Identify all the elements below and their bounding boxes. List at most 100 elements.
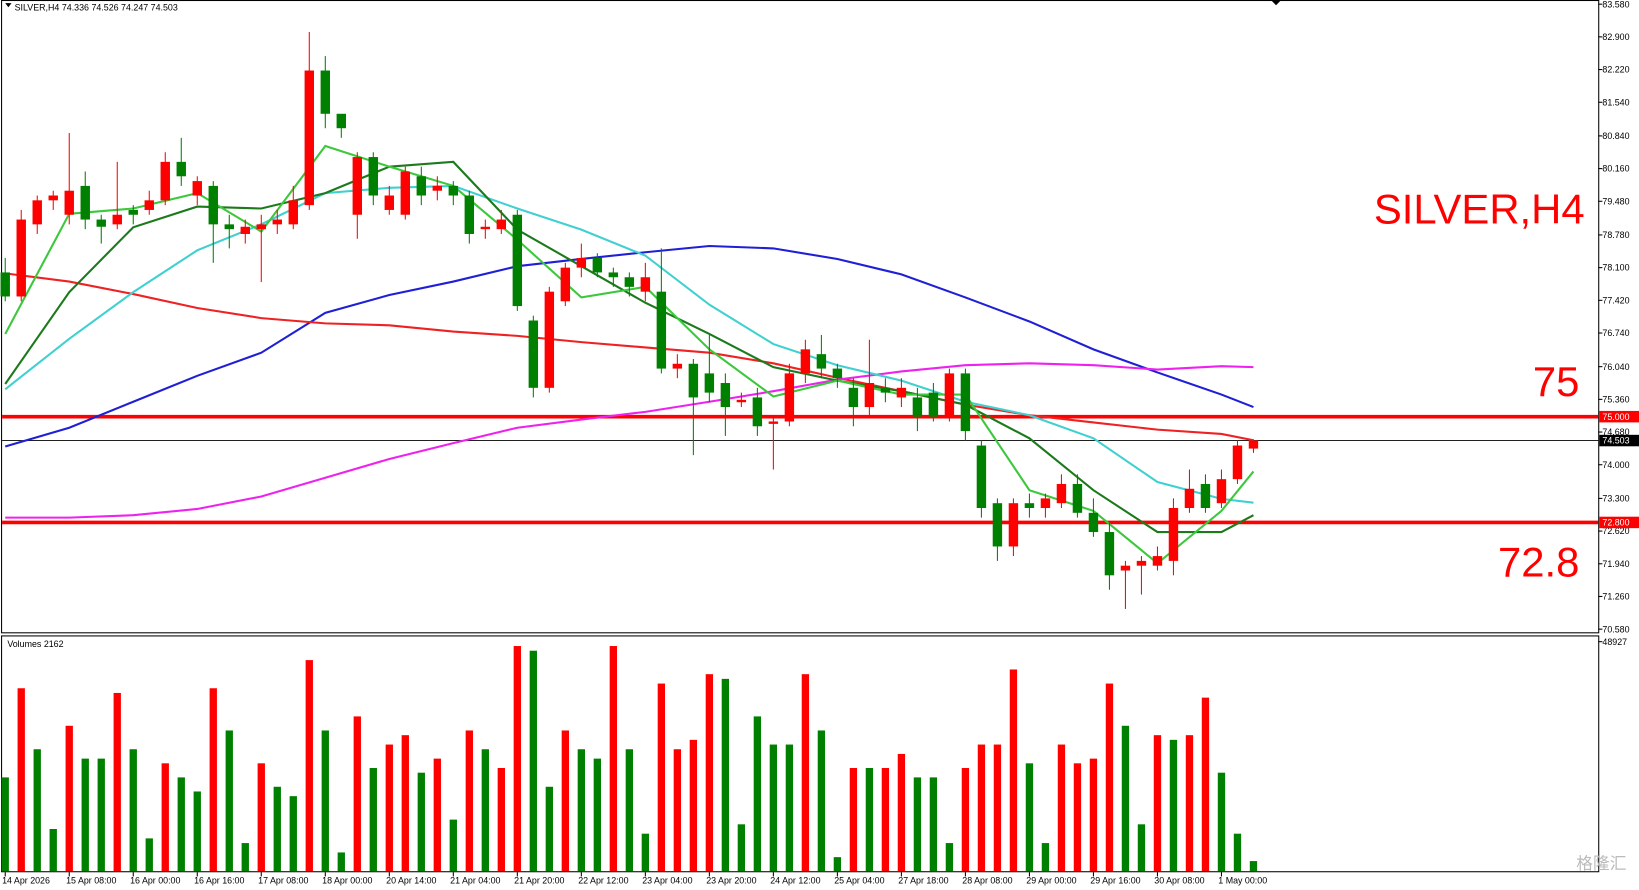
candle-body [128,209,138,215]
candle-body [256,224,266,230]
candle-body [800,349,811,374]
volume-bar [433,758,441,872]
candle-body [1232,445,1243,480]
candle-body [960,373,971,432]
price-pane [1,0,1600,634]
candle-body [1248,440,1259,449]
candle-body [592,258,603,273]
candle-body [1072,483,1083,513]
candle-body [192,181,202,196]
watermark: 格隆汇 [1576,854,1626,873]
y-tick-label: 82.900 [1602,32,1629,42]
volume-bar [369,768,377,872]
volume-bar [161,763,169,872]
candle-body [896,387,907,398]
volume-bar [577,749,585,872]
volume-bar [689,739,698,872]
volume-bar [1089,758,1098,872]
y-tick-label: 74.680 [1602,427,1629,437]
volume-bar [97,758,105,872]
volume-bar [337,852,345,872]
volume-bar [1073,763,1082,872]
line-annotation: 75 [1533,358,1580,405]
volume-bar [753,716,762,872]
candle-body [16,219,26,297]
volume-bar [545,786,553,872]
volume-bar [65,725,73,872]
candle-body [992,503,1003,547]
volume-bar [1121,725,1130,872]
candle-body [400,171,411,215]
y-tick-label: 71.260 [1602,592,1629,602]
price-tag [1599,516,1639,529]
candle-body [48,195,58,201]
candle-body [336,113,346,129]
candle-body [1056,483,1067,504]
x-tick-label: 30 Apr 08:00 [1154,876,1204,886]
volume-bar [769,744,778,872]
candle-body [464,195,475,234]
candle-body [672,363,683,369]
volume-bar [49,828,57,872]
y-tick-label: 77.420 [1602,295,1629,305]
candle-body [304,70,314,206]
price-tag [1599,410,1639,423]
moving-average [4,160,1254,534]
y-tick-label: 76.740 [1602,328,1629,338]
candle-body [1120,565,1131,571]
candle-body [912,397,923,417]
x-tick-label: 15 Apr 08:00 [66,876,116,886]
volume-bar [513,646,521,872]
x-tick-label: 23 Apr 04:00 [642,876,692,886]
volume-bar [465,730,473,872]
header: SILVER,H4 74.336 74.526 74.247 74.503 [15,2,178,12]
candle-body [752,397,763,427]
candle-body [112,214,122,225]
candle-body [1168,508,1179,561]
candle-body [80,185,90,220]
volume-bar [1105,683,1114,872]
volume-bar [721,678,730,872]
y-tick-label: 80.160 [1602,164,1629,174]
volume-bar [673,749,682,872]
volume-bar [561,730,569,872]
volume-bar [289,796,297,872]
volume-bar [353,716,361,872]
volume-bar [881,768,890,872]
y-tick-label: 78.780 [1602,230,1629,240]
volume-bar [785,744,794,872]
candle-body [1136,560,1147,566]
volume-bar [481,749,489,872]
volume-bar [961,768,970,872]
candle-body [1184,488,1195,509]
volume-bar [705,674,714,872]
candle-body [624,277,635,287]
symbol-label: SILVER,H4 [1374,185,1585,232]
candle-body [224,224,234,230]
candle-body [240,226,250,234]
y-tick-label: 70.580 [1602,624,1629,634]
candle-body [288,200,298,225]
candle-body [320,70,330,114]
x-tick-label: 20 Apr 14:00 [386,876,436,886]
candle-body [528,320,539,388]
volume-bar [449,819,457,872]
volume-bar [1137,824,1146,872]
volume-bar [33,749,41,872]
moving-average [4,244,1254,448]
volume-bar [113,692,121,872]
x-tick-label: 18 Apr 00:00 [322,876,372,886]
moving-average [5,362,1254,519]
candle-body [176,161,186,177]
candle-body [352,157,363,215]
volume-bar [945,843,954,872]
candle-body [1216,479,1227,504]
candle-body [432,185,443,191]
volume-bar [641,833,650,872]
candle-body [880,387,891,393]
volume-bar [257,763,265,872]
candle-body [736,399,747,403]
volume-pane [1,635,1600,873]
y-tick-label: 82.220 [1602,65,1629,75]
